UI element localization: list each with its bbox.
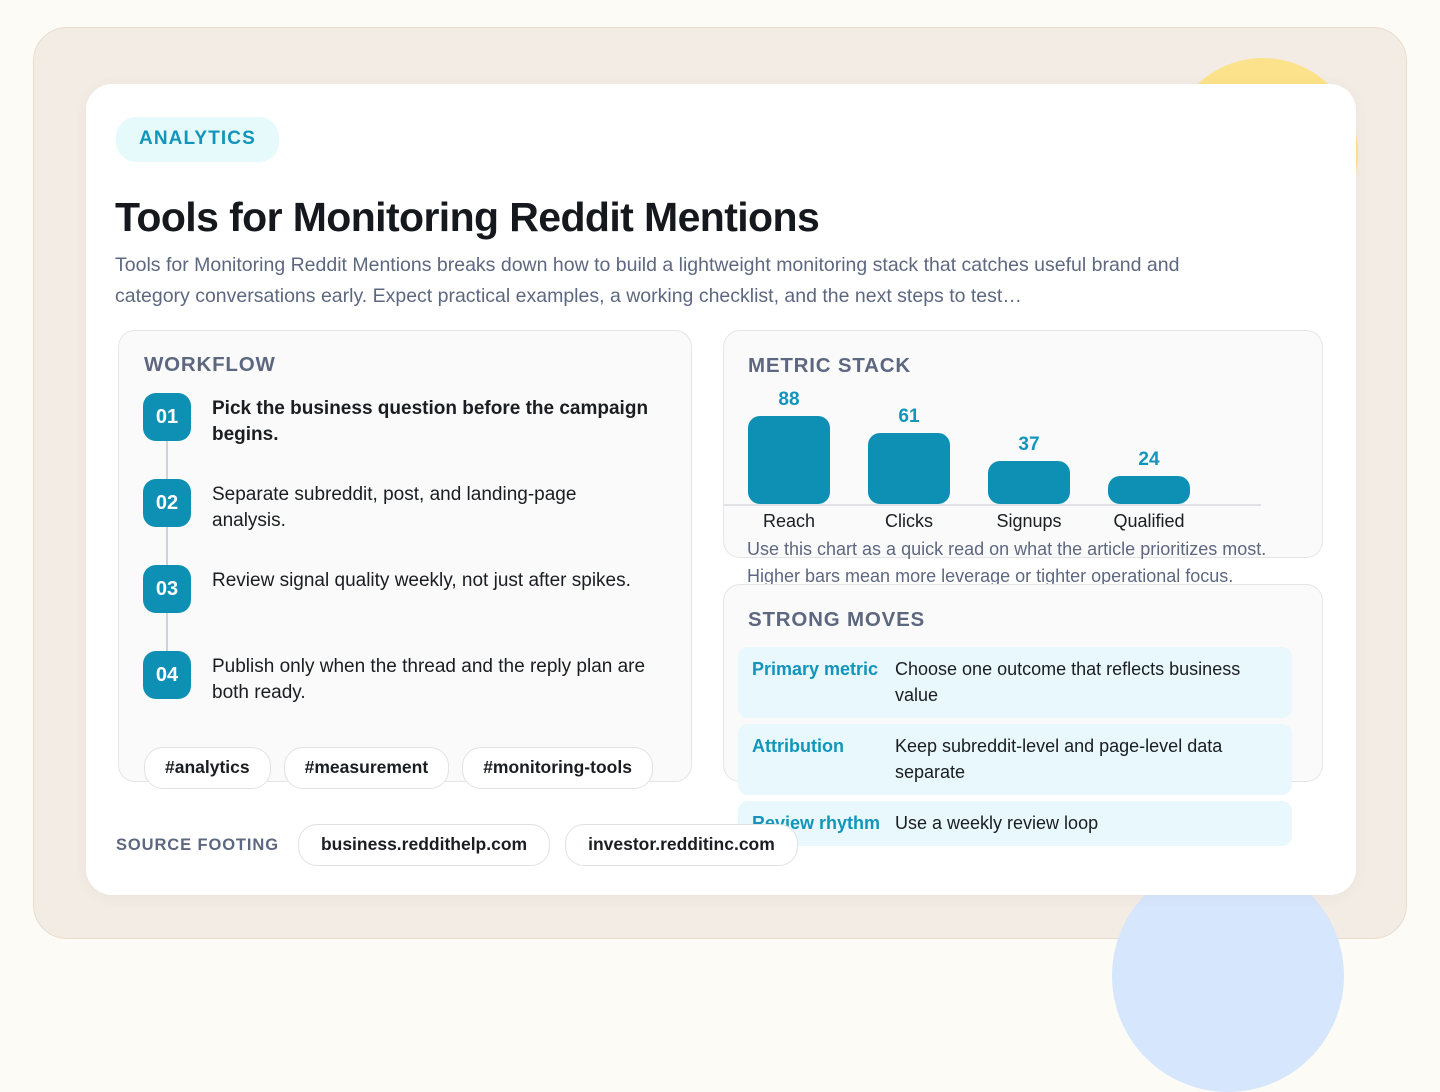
bar-value-label: 24	[1138, 449, 1160, 470]
workflow-heading: WORKFLOW	[144, 353, 276, 376]
chart-axis-line	[724, 504, 1261, 506]
bar-category-label: Reach	[762, 511, 816, 531]
bar-column: 61	[868, 389, 950, 504]
bar-value-label: 37	[1018, 434, 1040, 455]
tag-chip[interactable]: #monitoring-tools	[462, 747, 653, 789]
bar-category-label: Signups	[996, 511, 1062, 531]
bar-rect	[988, 461, 1070, 504]
tag-list: #analytics #measurement #monitoring-tool…	[144, 747, 653, 789]
bar-value-label: 88	[778, 389, 800, 410]
step-text: Publish only when the thread and the rep…	[212, 656, 646, 703]
strong-move-description: Choose one outcome that reflects busines…	[895, 659, 1241, 705]
strong-move-description: Keep subreddit-level and page-level data…	[895, 736, 1223, 782]
page-title: Tools for Monitoring Reddit Mentions	[115, 194, 820, 240]
bar-chart: 88 61 37 24	[748, 389, 1288, 504]
step-text: Review signal quality weekly, not just a…	[212, 570, 631, 591]
step-connector-line	[166, 527, 168, 565]
step-connector-line	[166, 441, 168, 479]
strong-move-description: Use a weekly review loop	[895, 813, 1099, 833]
tag-chip[interactable]: #analytics	[144, 747, 271, 789]
category-badge: ANALYTICS	[116, 117, 279, 162]
bar-category-label: Qualified	[1113, 511, 1185, 531]
source-footing-label: SOURCE FOOTING	[116, 835, 279, 854]
workflow-step: 01 Pick the business question before the…	[143, 393, 669, 479]
tag-chip[interactable]: #measurement	[283, 747, 450, 789]
page-subtitle: Tools for Monitoring Reddit Mentions bre…	[115, 254, 1180, 307]
strong-move-row: Primary metric Choose one outcome that r…	[738, 647, 1292, 718]
bar-chart-category-labels: Reach Clicks Signups Qualified	[748, 511, 1288, 532]
step-number-badge: 02	[143, 479, 191, 527]
strong-move-label: Attribution	[752, 736, 844, 756]
workflow-step-list: 01 Pick the business question before the…	[143, 393, 669, 737]
chart-caption: Use this chart as a quick read on what t…	[747, 539, 1267, 586]
workflow-step: 02 Separate subreddit, post, and landing…	[143, 479, 669, 565]
bar-chart-bars: 88 61 37 24	[748, 389, 1288, 504]
strong-moves-heading: STRONG MOVES	[748, 608, 926, 631]
source-chip[interactable]: business.reddithelp.com	[297, 824, 551, 866]
step-number-badge: 04	[143, 651, 191, 699]
source-footing: SOURCE FOOTING business.reddithelp.com i…	[116, 824, 798, 866]
bar-category-label: Clicks	[885, 511, 933, 531]
bar-column: 37	[988, 389, 1070, 504]
bar-column: 24	[1108, 389, 1190, 504]
content-card: ANALYTICS Tools for Monitoring Reddit Me…	[86, 84, 1356, 895]
bar-rect	[748, 416, 830, 504]
workflow-step: 04 Publish only when the thread and the …	[143, 651, 669, 737]
workflow-step: 03 Review signal quality weekly, not jus…	[143, 565, 669, 651]
strong-moves-panel: STRONG MOVES Primary metric Choose one o…	[723, 584, 1323, 846]
step-number-badge: 01	[143, 393, 191, 441]
bar-value-label: 61	[898, 406, 920, 427]
bar-rect	[1108, 476, 1190, 504]
strong-moves-list: Primary metric Choose one outcome that r…	[738, 647, 1292, 852]
strong-move-row: Review rhythm Use a weekly review loop	[738, 801, 1292, 846]
step-text: Separate subreddit, post, and landing-pa…	[212, 484, 577, 531]
bar-column: 88	[748, 389, 830, 504]
metric-stack-panel: METRIC STACK 88 61 37 24 Reach Clicks Signups…	[723, 330, 1323, 586]
step-number-badge: 03	[143, 565, 191, 613]
bar-rect	[868, 433, 950, 504]
step-connector-line	[166, 613, 168, 651]
source-chip[interactable]: investor.redditinc.com	[565, 824, 798, 866]
strong-move-label: Primary metric	[752, 659, 879, 679]
metric-stack-heading: METRIC STACK	[748, 354, 911, 377]
strong-move-row: Attribution Keep subreddit-level and pag…	[738, 724, 1292, 795]
step-text: Pick the business question before the ca…	[212, 398, 649, 445]
workflow-panel: WORKFLOW 01 Pick the business question b…	[118, 330, 692, 789]
